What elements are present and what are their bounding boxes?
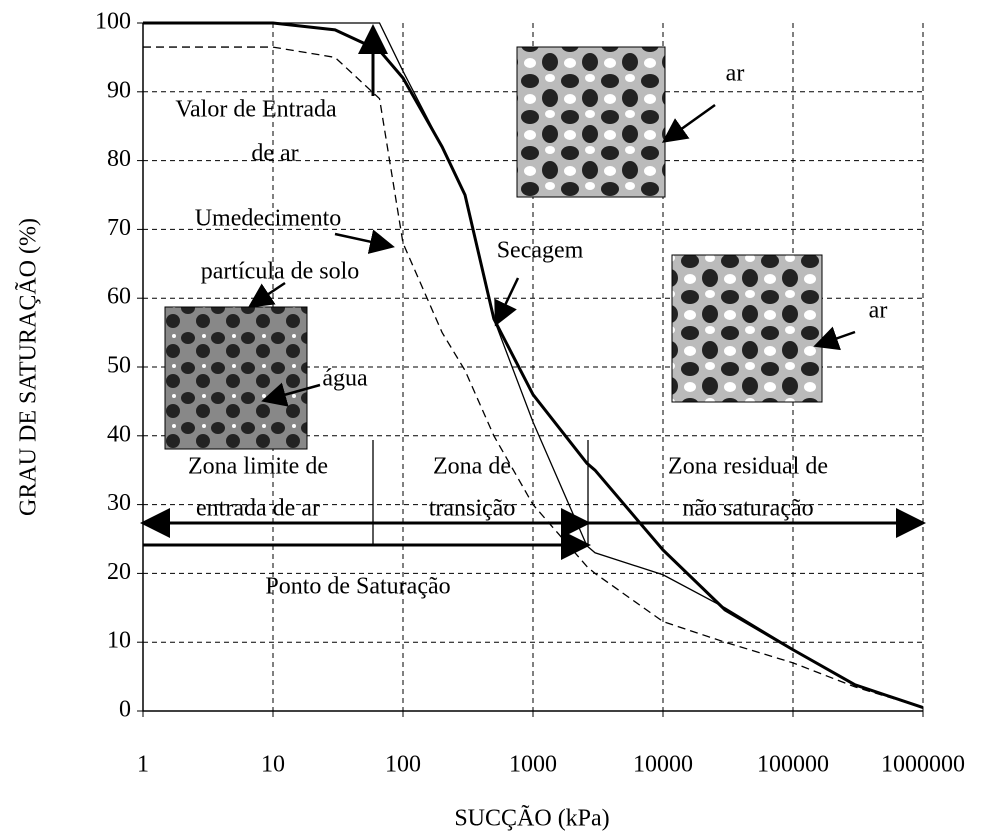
- y-tick-label: 90: [107, 77, 131, 103]
- series-line: [143, 22, 924, 709]
- x-tick-label: 10: [261, 752, 285, 778]
- x-tick-label: 1000: [509, 752, 557, 778]
- zone-dividers: [372, 440, 589, 545]
- y-tick-label: 0: [119, 697, 131, 723]
- annotation: Secagem: [497, 238, 584, 264]
- series-line: [143, 46, 924, 709]
- arrows: [140, 24, 926, 560]
- annotation: Valor de Entrada: [175, 97, 337, 123]
- y-tick-label: 10: [107, 628, 131, 654]
- axes: [142, 23, 923, 712]
- annotation: ar: [869, 298, 888, 324]
- annotation: água: [322, 366, 368, 392]
- y-tick-label: 60: [107, 284, 131, 310]
- y-tick-label: 40: [107, 421, 131, 447]
- y-tick-label: 70: [107, 215, 131, 241]
- y-tick-label: 80: [107, 146, 131, 172]
- x-tick-label: 1000000: [881, 752, 965, 778]
- annotation: Zona de: [433, 454, 511, 480]
- annotation: Zona residual de: [668, 454, 828, 480]
- annotation: ar: [726, 61, 745, 87]
- y-axis-label: GRAU DE SATURAÇÃO (%): [16, 218, 42, 516]
- annotation: não saturação: [682, 496, 813, 522]
- x-tick-label: 10000: [633, 752, 693, 778]
- x-axis-label: SUCÇÃO (kPa): [454, 806, 609, 832]
- annotation: de ar: [251, 141, 298, 167]
- soil-image: [671, 254, 823, 403]
- annotation: Zona limite de: [188, 454, 328, 480]
- annotation: Ponto de Saturação: [265, 574, 450, 600]
- annotation: transição: [429, 496, 516, 522]
- annotation: Umedecimento: [195, 206, 342, 232]
- series-line: [143, 21, 924, 709]
- x-tick-label: 1: [137, 752, 149, 778]
- annotation: partícula de solo: [201, 259, 360, 285]
- y-tick-label: 50: [107, 353, 131, 379]
- y-tick-label: 30: [107, 490, 131, 516]
- annotation: entrada de ar: [196, 496, 320, 522]
- soil-image: [164, 306, 308, 450]
- soil-image: [516, 46, 666, 198]
- y-tick-label: 100: [95, 9, 131, 35]
- x-tick-label: 100000: [757, 752, 829, 778]
- x-tick-label: 100: [385, 752, 421, 778]
- y-tick-label: 20: [107, 559, 131, 585]
